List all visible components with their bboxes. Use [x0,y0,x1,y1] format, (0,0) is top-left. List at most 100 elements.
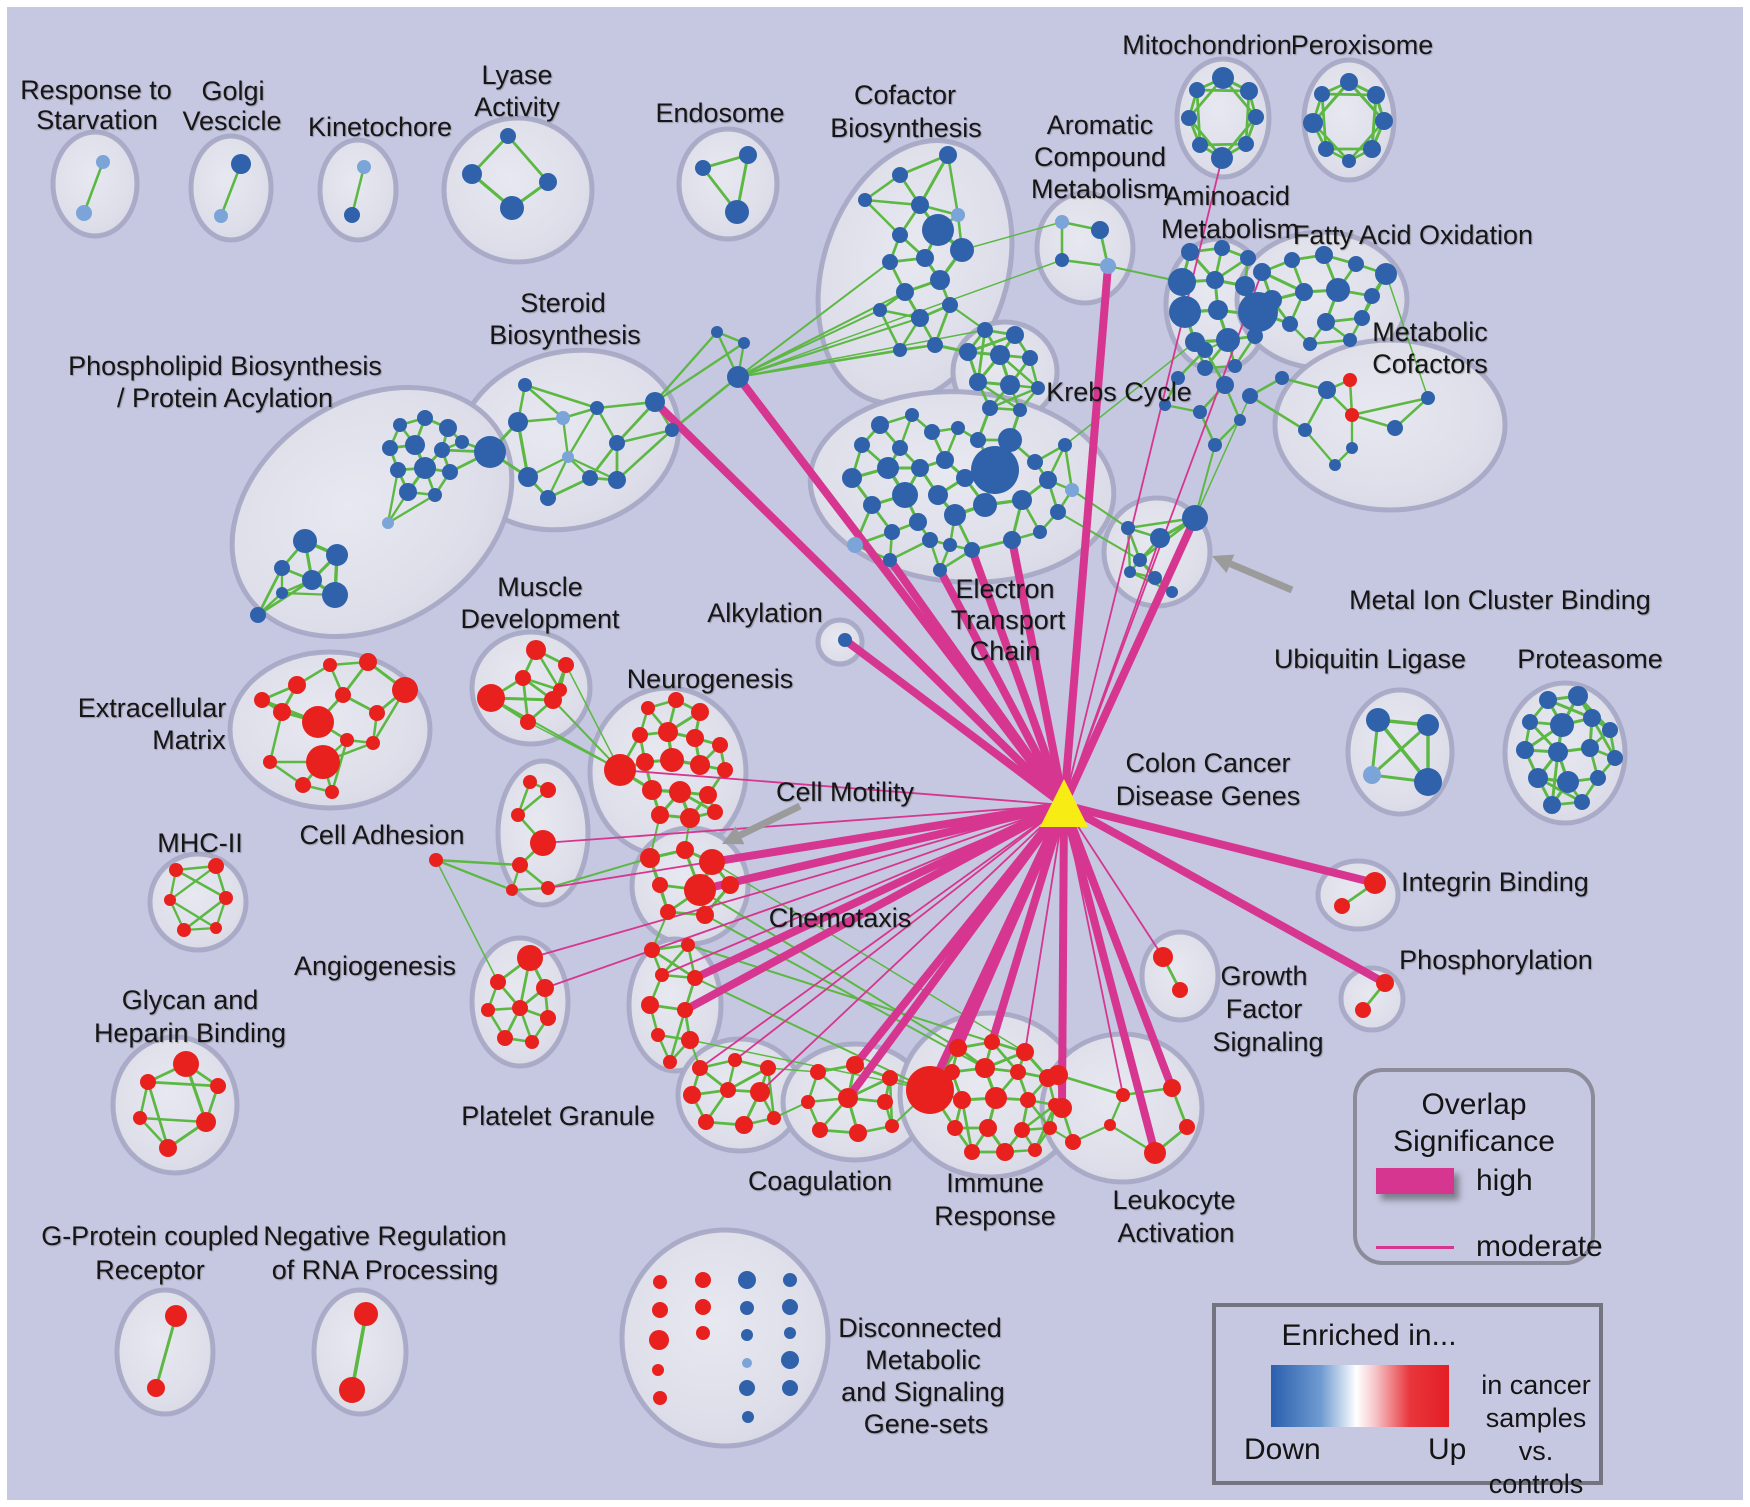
gene-set-node [608,471,626,489]
gene-set-node [274,560,290,576]
gene-set-node [782,1299,798,1315]
gene-set-node [1539,691,1557,709]
cluster-label-response-starvation: Starvation [36,105,158,135]
edge [616,429,673,481]
gene-set-node [322,582,348,608]
gene-set-node [760,1060,776,1076]
gene-set-node [536,979,554,997]
gene-set-node [326,544,348,566]
gene-set-node [782,1380,798,1396]
gene-set-node [882,254,898,270]
gene-set-node [147,1379,165,1397]
gene-set-node [1355,1002,1371,1018]
gene-set-node [357,160,371,174]
gene-set-node [1240,250,1256,266]
gene-set-node [1574,794,1590,810]
gene-set-node [417,410,433,426]
gene-set-node [393,418,407,432]
cluster-label-electron-transport-chain: Transport [951,605,1066,635]
cluster-boundary-aromatic-compound-metabolism [1034,190,1136,306]
gene-set-node [1363,766,1381,784]
gene-set-node [1192,137,1208,153]
gene-set-node [1027,454,1043,470]
gene-set-node [1153,947,1173,967]
gene-set-node [1543,796,1561,814]
gene-set-node [508,412,528,432]
edge [1371,723,1429,777]
gene-set-node [739,146,757,164]
gene-set-node [323,658,337,672]
legend-title: Overlap Significance [1357,1086,1591,1160]
edge [1385,273,1429,399]
cluster-label-golgi-vescicle: Golgi [201,76,264,106]
gene-set-node [695,1299,711,1315]
gene-set-node [1345,408,1359,422]
gene-set-node [1253,263,1271,281]
gene-set-node [951,208,965,222]
edge [671,376,739,431]
gene-set-node [1055,215,1069,229]
edge [1126,527,1132,573]
cluster-label-leukocyte-activation: Activation [1117,1218,1234,1248]
significance-edge-high [1060,265,1112,806]
moderate-significance-swatch [1376,1245,1454,1249]
gene-set-node [392,677,418,703]
cluster-label-muscle-development: Development [460,604,620,634]
gene-set-node [1181,110,1197,126]
cluster-boundary-ubiquitin-ligase [1345,687,1455,817]
edge [961,221,1063,251]
gene-set-node [1055,253,1069,267]
cluster-boundary-endosome [676,126,780,242]
edge [139,1116,207,1124]
gene-set-node [884,524,900,540]
cluster-label-aminoacid-metabolism: Metabolism [1161,214,1299,244]
gene-set-node [1013,403,1027,417]
cluster-label-aromatic-compound-metabolism: Compound [1034,142,1166,172]
gene-set-node [970,432,986,448]
gene-set-node [405,435,425,455]
gene-set-node [699,849,725,875]
gene-set-node [302,570,322,590]
gene-set-node [1375,112,1393,130]
cluster-label-glycan-heparin-binding: Heparin Binding [94,1018,286,1048]
edge [169,899,217,929]
gene-set-node [695,160,711,176]
gene-set-node [1326,278,1350,302]
cluster-boundary-growth-factor-signaling [1139,929,1221,1023]
cluster-label-phospholipid-biosynthesis: / Protein Acylation [117,383,333,413]
gene-set-node [1342,154,1356,168]
gene-set-node [553,683,567,697]
edge [435,858,513,892]
gene-set-node [500,128,516,144]
gene-set-node [727,366,749,388]
gene-set-node [1014,1122,1030,1138]
gene-set-node [1000,375,1020,395]
gene-set-node [690,755,710,775]
gene-set-node [210,1078,226,1094]
gene-set-node [849,1124,867,1142]
cluster-label-mhc-ii: MHC-II [157,828,242,858]
gene-set-node [506,884,518,896]
gene-set-node [1346,442,1358,454]
gene-set-node [696,1326,710,1340]
cluster-label-neurogenesis: Neurogenesis [627,664,794,694]
significance-edge-high [1008,539,1068,806]
legend-title-line: Significance [1393,1125,1555,1158]
gene-set-node [651,806,669,824]
gene-set-node [947,1120,963,1136]
gene-set-node [950,238,974,262]
gene-set-node [1284,252,1300,268]
gene-set-node [1058,438,1072,452]
gene-set-node [140,1074,156,1090]
gene-set-node [512,1000,528,1016]
gene-set-node [173,1051,199,1077]
cluster-label-metabolic-cofactors: Cofactors [1372,349,1488,379]
gene-set-node [971,446,1019,494]
gene-set-node [1568,686,1588,706]
gene-set-node [250,607,266,623]
gene-set-node [1235,276,1255,296]
significance-edge-moderate [1063,804,1164,958]
gene-set-node [892,227,908,243]
cluster-label-disconnected-gene-sets: Metabolic [865,1345,981,1375]
cluster-label-krebs-cycle: Krebs Cycle [1046,377,1192,407]
